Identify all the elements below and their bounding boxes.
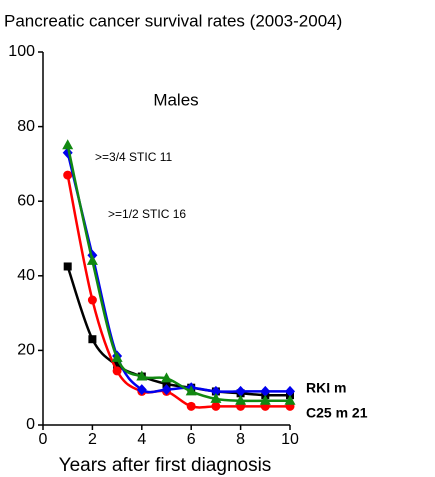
- x-tick-label: 0: [39, 431, 48, 448]
- x-tick-label: 2: [88, 431, 97, 448]
- series-label: >=3/4 STIC 11: [95, 150, 172, 164]
- marker: [162, 379, 171, 388]
- marker: [88, 335, 97, 344]
- marker: [112, 366, 122, 376]
- marker: [111, 351, 123, 362]
- marker: [285, 385, 295, 397]
- y-tick-label: 0: [26, 416, 35, 433]
- marker: [186, 401, 196, 411]
- marker: [113, 361, 122, 370]
- series-line: [66, 266, 291, 397]
- x-tick-label: 8: [236, 431, 245, 448]
- marker: [86, 254, 98, 265]
- marker: [210, 385, 221, 397]
- chart-title: Pancreatic cancer survival rates (2003-2…: [4, 11, 342, 30]
- annotation: Males: [153, 90, 198, 109]
- marker: [235, 394, 247, 405]
- series-label: >=1/2 STIC 16: [108, 207, 186, 221]
- y-tick-label: 80: [17, 118, 35, 135]
- x-tick-label: 6: [187, 431, 196, 448]
- marker: [87, 295, 97, 305]
- marker: [63, 262, 72, 271]
- marker: [62, 139, 74, 150]
- y-tick-label: 100: [8, 43, 35, 60]
- x-axis-label: Years after first diagnosis: [59, 455, 272, 476]
- series-line: [66, 174, 290, 409]
- marker: [211, 401, 221, 411]
- x-tick-label: 10: [281, 431, 299, 448]
- marker: [185, 385, 197, 396]
- y-tick-label: 40: [17, 267, 35, 284]
- marker: [136, 384, 147, 396]
- marker: [284, 394, 296, 405]
- y-tick-label: 60: [17, 192, 35, 209]
- series-line: [66, 144, 290, 403]
- series-line: [66, 152, 290, 394]
- marker: [136, 370, 148, 381]
- y-tick-label: 20: [17, 342, 35, 359]
- x-tick-label: 4: [137, 431, 146, 448]
- marker: [161, 384, 172, 396]
- marker: [260, 385, 271, 397]
- marker: [63, 170, 73, 180]
- series-label: RKI m: [306, 380, 346, 396]
- marker: [259, 394, 271, 405]
- marker: [235, 385, 246, 397]
- series-label: C25 m 21: [306, 405, 368, 421]
- marker: [210, 392, 222, 403]
- marker: [161, 372, 172, 383]
